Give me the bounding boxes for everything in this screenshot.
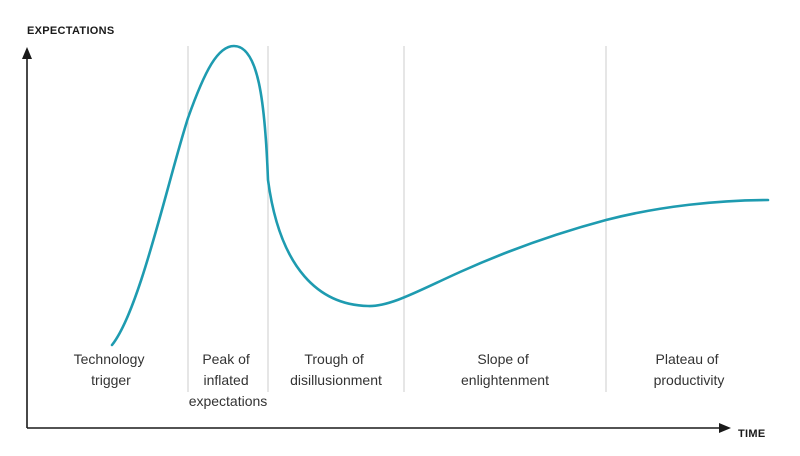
phase-label-plateau-of-productivity: Plateau of productivity <box>654 351 725 388</box>
x-axis-label: TIME <box>738 428 765 440</box>
y-axis-arrow <box>22 47 32 59</box>
x-axis-arrow <box>719 423 731 433</box>
y-axis-label: EXPECTATIONS <box>27 25 115 37</box>
phase-label-technology-trigger: Technology trigger <box>74 351 149 388</box>
phase-label-trough-of-disillusionment: Trough of disillusionment <box>290 351 382 388</box>
phase-label-slope-of-enlightenment: Slope of enlightenment <box>461 351 549 388</box>
phase-label-peak-of-inflated-expectations: Peak of inflated expectations <box>189 351 268 409</box>
hype-curve <box>110 44 770 347</box>
